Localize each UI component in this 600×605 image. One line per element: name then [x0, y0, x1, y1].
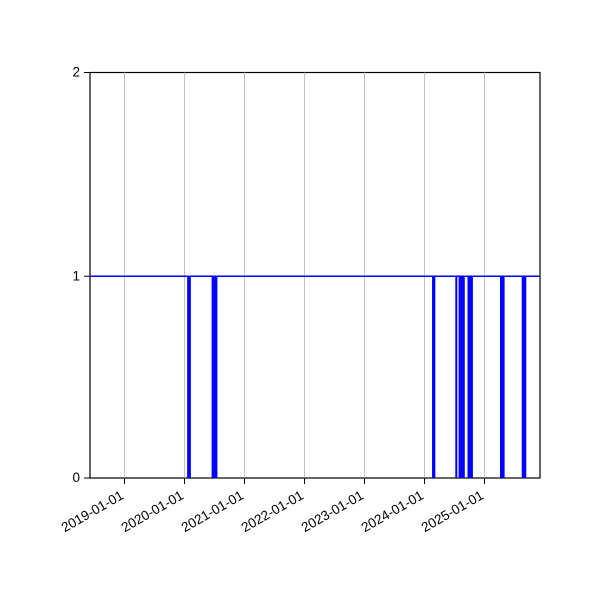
svg-text:2021-01-01: 2021-01-01: [179, 488, 246, 536]
svg-text:1: 1: [72, 268, 80, 283]
svg-text:0: 0: [72, 470, 80, 485]
svg-text:2019-01-01: 2019-01-01: [59, 488, 126, 536]
svg-text:2025-01-01: 2025-01-01: [419, 488, 486, 536]
svg-text:2022-01-01: 2022-01-01: [239, 488, 306, 536]
svg-text:2020-01-01: 2020-01-01: [119, 488, 186, 536]
svg-text:2: 2: [72, 65, 80, 80]
svg-text:2024-01-01: 2024-01-01: [359, 488, 426, 536]
svg-text:2023-01-01: 2023-01-01: [299, 488, 366, 536]
